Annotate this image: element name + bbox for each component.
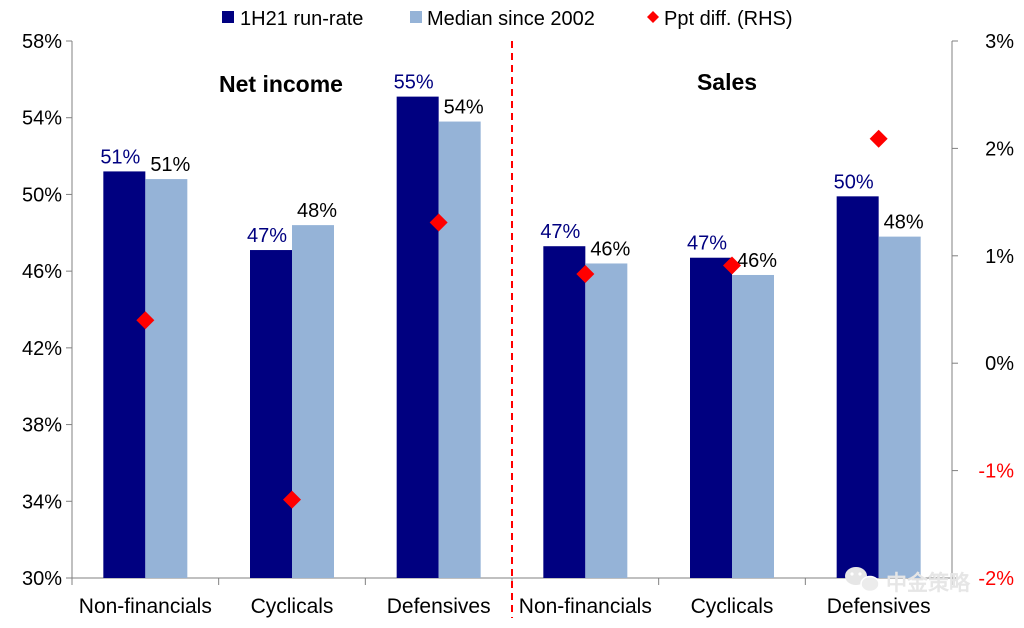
data-label-run-rate: 51% (100, 146, 140, 168)
right-tick-label: -2% (978, 568, 1014, 590)
left-tick-label: 30% (22, 568, 62, 590)
diff-marker (576, 265, 595, 284)
left-tick-label: 54% (22, 108, 62, 130)
data-label-median: 48% (884, 212, 924, 234)
watermark: 中金策略 (845, 567, 971, 595)
data-label-run-rate: 47% (540, 221, 580, 243)
panel-title-sales: Sales (697, 69, 757, 95)
legend-diamond-ppt-diff (647, 11, 659, 23)
data-label-run-rate: 50% (834, 171, 874, 193)
legend-label-median: Median since 2002 (427, 8, 595, 30)
bar-median (145, 179, 188, 579)
category-label: Non-financials (79, 595, 212, 618)
bar-median (732, 274, 774, 578)
diff-marker (283, 490, 301, 509)
diff-marker (429, 213, 448, 232)
right-tick-label: 3% (985, 31, 1014, 53)
legend-swatch-run-rate (222, 11, 234, 23)
legend-label-run-rate: 1H21 run-rate (240, 8, 363, 30)
bar-run-rate (690, 257, 732, 578)
left-tick-label: 42% (22, 338, 62, 360)
legend: 1H21 run-rate Median since 2002 Ppt diff… (222, 8, 793, 30)
watermark-text: 中金策略 (886, 571, 971, 595)
bar-run-rate (836, 196, 879, 578)
legend-swatch-median (410, 11, 422, 23)
bar-run-rate (543, 246, 586, 579)
right-tick-label: -1% (978, 461, 1014, 483)
left-tick-label: 38% (22, 415, 62, 437)
bars (103, 96, 921, 579)
left-tick-label: 58% (22, 31, 62, 53)
diff-marker (869, 129, 888, 148)
category-label: Non-financials (519, 595, 652, 618)
category-label: Cyclicals (251, 595, 334, 618)
category-label: Defensives (387, 595, 491, 618)
data-label-run-rate: 47% (687, 233, 727, 255)
bar-median (438, 121, 481, 579)
category-label: Defensives (827, 595, 931, 618)
data-label-median: 48% (297, 200, 337, 222)
bar-run-rate (250, 250, 292, 578)
right-axis: -2% -1% 0% 1% 2% 3% (951, 31, 1014, 590)
data-label-median: 54% (444, 97, 484, 119)
bar-median (585, 263, 628, 578)
left-tick-label: 34% (22, 491, 62, 513)
bar-labels: 51% 51% 47% 48% 55% 54% 47% 46% 47% 46% 50% 48% (100, 72, 924, 272)
bar-median (292, 225, 334, 578)
bar-run-rate (396, 96, 439, 578)
right-tick-label: 1% (985, 246, 1014, 268)
right-tick-label: 2% (985, 138, 1014, 160)
right-tick-label: 0% (985, 353, 1014, 375)
data-label-median: 51% (150, 154, 190, 176)
data-label-run-rate: 55% (394, 72, 434, 94)
legend-label-ppt-diff: Ppt diff. (RHS) (664, 8, 793, 30)
data-label-median: 46% (737, 250, 777, 272)
panel-title-net-income: Net income (219, 71, 343, 97)
left-tick-label: 50% (22, 184, 62, 206)
data-label-run-rate: 47% (247, 225, 287, 247)
diff-marker (723, 256, 741, 275)
bar-run-rate (103, 171, 146, 578)
left-axis: 30% 34% 38% 42% 46% 50% 54% 58% (22, 31, 953, 590)
wechat-icon (845, 567, 880, 593)
data-label-median: 46% (590, 238, 630, 260)
diff-marker (136, 311, 155, 330)
left-tick-label: 46% (22, 261, 62, 283)
category-labels: Non-financials Cyclicals Defensives Non-fin… (79, 595, 931, 618)
category-label: Cyclicals (691, 595, 774, 618)
bar-median (878, 236, 921, 578)
diff-markers (136, 129, 888, 509)
